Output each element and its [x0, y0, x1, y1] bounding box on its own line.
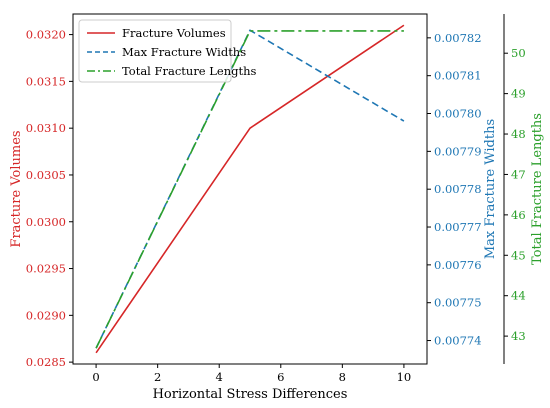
x-tick-label: 8: [339, 370, 346, 384]
y-tick-label: 44: [511, 289, 526, 303]
y-tick-label: 0.00775: [434, 296, 482, 310]
series-line-2: [95, 29, 405, 349]
y-axis-title-lengths: Total Fracture Lengths: [530, 113, 545, 265]
legend: Fracture Volumes Max Fracture Widths Tot…: [78, 19, 257, 83]
x-tick-label: 2: [154, 370, 161, 384]
right-y-axis-widths: 0.00774 0.00775 0.00776 0.00777 0.00778 0.007…: [427, 31, 482, 348]
y-tick-label: 0.0300: [26, 215, 66, 229]
legend-label-lengths: Total Fracture Lengths: [122, 64, 257, 78]
y-tick-label: 49: [511, 87, 526, 101]
x-tick-label: 10: [397, 370, 412, 384]
left-y-axis: 0.0285 0.0290 0.0295 0.0300 0.0305 0.0310 0.03…: [26, 28, 73, 369]
y-tick-label: 0.0295: [26, 262, 66, 276]
y-tick-label: 45: [511, 248, 526, 262]
y-tick-label: 50: [511, 46, 526, 60]
x-tick-label: 4: [216, 370, 223, 384]
y-tick-label: 0.00780: [434, 107, 482, 121]
y-tick-label: 0.0320: [26, 28, 66, 42]
right-y-axis-lengths: 43 44 45 46 47 48 49 50: [503, 14, 526, 364]
y-tick-label: 46: [511, 208, 526, 222]
y-tick-label: 0.00777: [434, 220, 482, 234]
legend-box: [78, 19, 232, 83]
y-tick-label: 48: [511, 127, 526, 141]
y-tick-label: 0.00774: [434, 334, 482, 348]
x-axis-title: Horizontal Stress Differences: [153, 387, 348, 402]
y-axis-title-volumes: Fracture Volumes: [9, 130, 24, 247]
y-tick-label: 0.00778: [434, 182, 482, 196]
y-tick-label: 0.0285: [26, 355, 66, 369]
y-axis-title-widths: Max Fracture Widths: [483, 119, 498, 259]
series-line-1: [95, 24, 405, 354]
x-tick-label: 0: [92, 370, 99, 384]
y-tick-label: 0.00781: [434, 69, 482, 83]
x-tick-label: 6: [277, 370, 284, 384]
legend-label-volumes: Fracture Volumes: [122, 26, 226, 40]
legend-label-widths: Max Fracture Widths: [122, 45, 246, 59]
y-tick-label: 47: [511, 167, 526, 181]
y-tick-label: 0.00776: [434, 258, 482, 272]
y-tick-label: 0.00782: [434, 31, 482, 45]
y-tick-label: 0.00779: [434, 144, 482, 158]
y-tick-label: 43: [511, 329, 526, 343]
y-tick-label: 0.0310: [26, 121, 66, 135]
series-layer: [95, 24, 405, 354]
x-axis: 0 2 4 6 8 10: [92, 364, 411, 384]
y-tick-label: 0.0290: [26, 308, 66, 322]
y-tick-label: 0.0315: [26, 74, 66, 88]
y-tick-label: 0.0305: [26, 168, 66, 182]
